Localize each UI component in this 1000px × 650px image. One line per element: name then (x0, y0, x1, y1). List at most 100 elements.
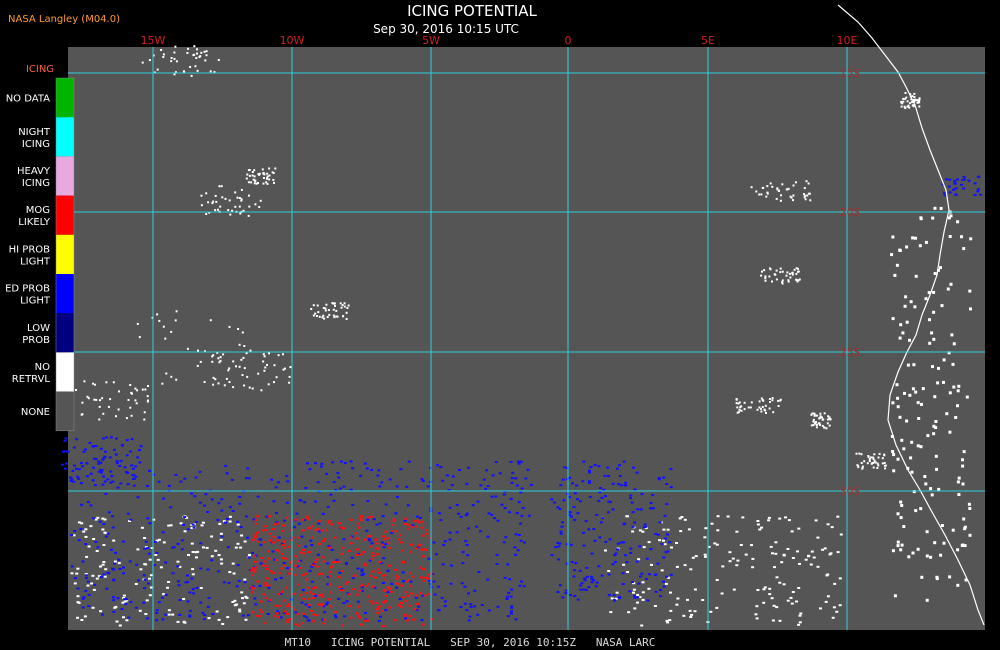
pixel (114, 437, 118, 440)
pixel (140, 526, 144, 529)
pixel (161, 618, 165, 621)
pixel (916, 401, 920, 405)
pixel (384, 600, 387, 602)
pixel (476, 613, 480, 616)
pixel (87, 397, 90, 400)
pixel (322, 622, 326, 625)
pixel (621, 583, 625, 585)
pixel (91, 574, 95, 577)
pixel (793, 268, 796, 271)
pixel (263, 560, 267, 563)
pixel (913, 100, 916, 103)
pixel (825, 574, 829, 577)
pixel (909, 300, 913, 304)
pixel (264, 366, 267, 369)
pixel (286, 621, 290, 624)
pixel (102, 475, 106, 478)
pixel (622, 460, 626, 463)
pixel (743, 408, 746, 411)
pixel (881, 457, 884, 460)
pixel (559, 532, 563, 535)
pixel (148, 522, 152, 525)
pixel (286, 480, 290, 483)
pixel (143, 537, 147, 539)
pixel (170, 60, 173, 63)
pixel (432, 580, 436, 583)
pixel (204, 350, 206, 353)
pixel (286, 618, 290, 621)
pixel (193, 495, 197, 498)
pixel (119, 482, 123, 485)
pixel (254, 603, 258, 606)
pixel (590, 578, 594, 581)
pixel (682, 614, 686, 617)
pixel (833, 582, 837, 585)
pixel (359, 519, 363, 522)
pixel (908, 106, 911, 109)
pixel (633, 521, 637, 524)
pixel (767, 516, 771, 519)
pixel (565, 562, 569, 565)
pixel (171, 572, 175, 575)
pixel (84, 573, 88, 575)
pixel (259, 199, 262, 202)
pixel (314, 462, 317, 465)
pixel (352, 575, 356, 577)
pixel (347, 304, 350, 307)
pixel (285, 474, 289, 477)
pixel (786, 188, 789, 191)
pixel (948, 235, 952, 238)
pixel (709, 610, 713, 613)
legend-label: NIGHT (18, 127, 51, 138)
pixel (89, 504, 93, 507)
pixel (796, 280, 799, 283)
pixel (187, 554, 190, 556)
pixel (360, 589, 364, 592)
pixel (760, 397, 763, 400)
pixel (113, 448, 116, 451)
pixel (380, 541, 384, 544)
pixel (111, 515, 114, 518)
pixel (238, 502, 242, 505)
pixel (976, 190, 980, 193)
pixel (559, 484, 563, 487)
pixel (395, 485, 399, 488)
pixel (804, 198, 807, 201)
pixel (629, 497, 632, 500)
pixel (779, 199, 782, 202)
pixel (388, 564, 392, 567)
pixel (112, 381, 115, 384)
pixel (576, 598, 580, 601)
pixel (114, 551, 118, 554)
pixel (768, 407, 771, 410)
pixel (243, 540, 247, 543)
pixel (314, 586, 317, 589)
pixel (326, 505, 330, 508)
pixel (905, 96, 908, 99)
pixel (339, 487, 342, 490)
pixel (229, 213, 232, 216)
pixel (479, 530, 482, 533)
pixel (704, 555, 707, 558)
pixel (931, 365, 934, 369)
pixel (175, 378, 178, 381)
pixel (814, 421, 817, 424)
pixel (816, 536, 820, 539)
pixel (762, 601, 766, 604)
pixel (102, 456, 106, 459)
pixel (76, 475, 80, 478)
pixel (392, 518, 396, 521)
pixel (320, 462, 324, 465)
pixel (779, 398, 782, 401)
legend-label: RETRVL (12, 374, 51, 385)
pixel (415, 525, 418, 528)
pixel (571, 482, 575, 485)
pixel (628, 590, 632, 593)
pixel (136, 322, 139, 325)
pixel (760, 410, 763, 413)
pixel (509, 497, 513, 500)
pixel (267, 383, 270, 386)
pixel (186, 528, 190, 531)
pixel (935, 577, 939, 581)
pixel (486, 578, 490, 581)
